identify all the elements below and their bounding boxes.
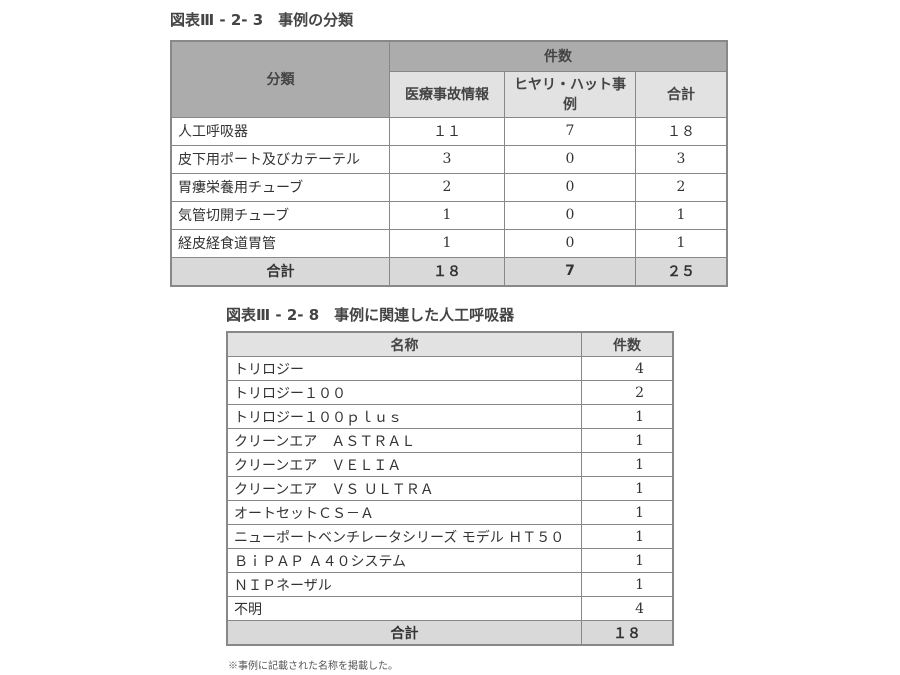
header-count: 件数: [581, 331, 674, 357]
table-row: 経皮経食道胃管 1 0 1: [170, 228, 728, 258]
row-category: 胃瘻栄養用チューブ: [170, 172, 390, 202]
table-row: クリーンエア ＡＳＴＲＡＬ 1: [226, 428, 674, 453]
row-name: ニューポートベンチレータシリーズ モデル ＨＴ５０: [226, 524, 582, 549]
row-near-miss: 0: [504, 228, 636, 258]
table-row: トリロジー 4: [226, 356, 674, 381]
row-total: １８: [635, 116, 728, 146]
row-count: 4: [581, 356, 674, 381]
table-row: 皮下用ポート及びカテーテル 3 0 3: [170, 144, 728, 174]
row-name: トリロジー: [226, 356, 582, 381]
row-count: 1: [581, 404, 674, 429]
total-accident: １８: [389, 256, 505, 287]
header-near-miss: ヒヤリ・ハット事例: [504, 70, 636, 118]
header-count-group: 件数: [389, 40, 728, 72]
row-near-miss: 0: [504, 172, 636, 202]
table-row: ニューポートベンチレータシリーズ モデル ＨＴ５０ 1: [226, 524, 674, 549]
row-name: クリーンエア ＶＥＬＩＡ: [226, 452, 582, 477]
row-count: 1: [581, 524, 674, 549]
total-label: 合計: [226, 620, 582, 646]
row-name: 不明: [226, 596, 582, 621]
table1-title: 図表Ⅲ - 2- 3 事例の分類: [170, 11, 354, 29]
row-near-miss: 7: [504, 116, 636, 146]
row-count: 4: [581, 596, 674, 621]
row-count: 1: [581, 428, 674, 453]
header-accident: 医療事故情報: [389, 70, 505, 118]
row-name: トリロジー１００ｐｌｕｓ: [226, 404, 582, 429]
row-accident: 3: [389, 144, 505, 174]
row-name: クリーンエア ＡＳＴＲＡＬ: [226, 428, 582, 453]
table-row: 胃瘻栄養用チューブ 2 0 2: [170, 172, 728, 202]
row-near-miss: 0: [504, 200, 636, 230]
table2-title: 図表Ⅲ - 2- 8 事例に関連した人工呼吸器: [226, 306, 515, 324]
footnote: ※事例に記載された名称を掲載した。: [228, 661, 398, 672]
table-row: オートセットＣＳ－Ａ 1: [226, 500, 674, 525]
row-count: 1: [581, 572, 674, 597]
table-row: クリーンエア ＶＥＬＩＡ 1: [226, 452, 674, 477]
table-row: クリーンエア ＶＳ ＵＬＴＲＡ 1: [226, 476, 674, 501]
table-row: ＢｉＰＡＰ Ａ４０システム 1: [226, 548, 674, 573]
header-category: 分類: [170, 40, 390, 118]
row-count: 1: [581, 452, 674, 477]
row-accident: 1: [389, 228, 505, 258]
total-label: 合計: [170, 256, 390, 287]
total-near-miss: 7: [504, 256, 636, 287]
row-accident: 2: [389, 172, 505, 202]
table-row: 人工呼吸器 １１ 7 １８: [170, 116, 728, 146]
row-name: ＢｉＰＡＰ Ａ４０システム: [226, 548, 582, 573]
table-row: トリロジー１００ｐｌｕｓ 1: [226, 404, 674, 429]
table-row: 不明 4: [226, 596, 674, 621]
header-total: 合計: [635, 70, 728, 118]
row-accident: １１: [389, 116, 505, 146]
row-category: 経皮経食道胃管: [170, 228, 390, 258]
row-total: 1: [635, 200, 728, 230]
header-name: 名称: [226, 331, 582, 357]
row-name: トリロジー１００: [226, 380, 582, 405]
row-name: ＮＩＰネーザル: [226, 572, 582, 597]
ventilator-table: 名称 件数 トリロジー 4 トリロジー１００ 2 トリロジー１００ｐｌｕｓ 1 クリーンエア…: [226, 331, 674, 646]
row-count: 1: [581, 500, 674, 525]
row-count: 1: [581, 548, 674, 573]
row-accident: 1: [389, 200, 505, 230]
row-total: 1: [635, 228, 728, 258]
table-row: ＮＩＰネーザル 1: [226, 572, 674, 597]
total-total: ２５: [635, 256, 728, 287]
row-count: 2: [581, 380, 674, 405]
row-name: オートセットＣＳ－Ａ: [226, 500, 582, 525]
row-count: 1: [581, 476, 674, 501]
table-row: 気管切開チューブ 1 0 1: [170, 200, 728, 230]
table-row: トリロジー１００ 2: [226, 380, 674, 405]
row-near-miss: 0: [504, 144, 636, 174]
case-classification-table: 分類 件数 医療事故情報 ヒヤリ・ハット事例 合計 人工呼吸器 １１ 7 １８ 皮下用ポ…: [170, 40, 728, 287]
row-category: 気管切開チューブ: [170, 200, 390, 230]
row-total: 3: [635, 144, 728, 174]
row-total: 2: [635, 172, 728, 202]
row-name: クリーンエア ＶＳ ＵＬＴＲＡ: [226, 476, 582, 501]
row-category: 人工呼吸器: [170, 116, 390, 146]
row-category: 皮下用ポート及びカテーテル: [170, 144, 390, 174]
total-count: １８: [581, 620, 674, 646]
